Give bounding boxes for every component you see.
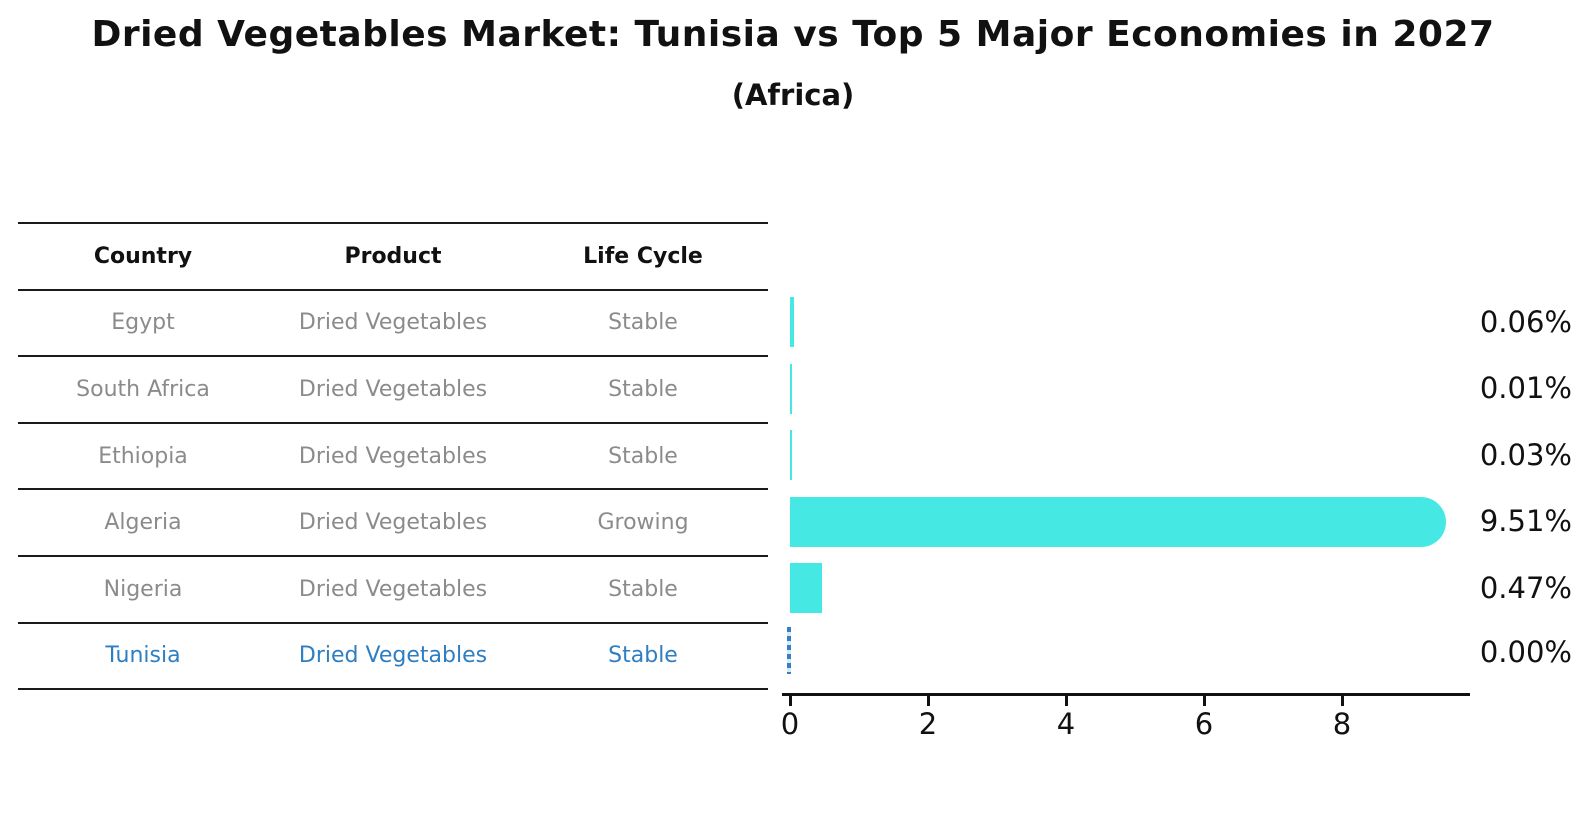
table-row: Ethiopia Dried Vegetables Stable	[18, 424, 768, 491]
table-header-row: Country Product Life Cycle	[18, 224, 768, 291]
x-axis-tick	[1202, 695, 1206, 706]
bar-egypt	[790, 296, 795, 347]
col-header-country: Country	[93, 243, 193, 269]
chart-title: Dried Vegetables Market: Tunisia vs Top …	[91, 14, 1495, 55]
chart-subtitle: (Africa)	[731, 78, 855, 112]
cell-product: Dried Vegetables	[298, 576, 488, 602]
cell-life-cycle: Stable	[608, 310, 678, 336]
cell-product: Dried Vegetables	[298, 443, 488, 469]
bar-tunisia-zero-dashed-marker	[787, 627, 791, 674]
col-header-product: Product	[344, 243, 442, 269]
x-tick-label: 6	[1194, 707, 1214, 741]
bar-ethiopia	[790, 430, 793, 481]
table-row-tunisia: Tunisia Dried Vegetables Stable	[18, 624, 768, 691]
bar-algeria	[790, 496, 1447, 547]
cell-country: Ethiopia	[98, 443, 188, 469]
cell-product: Dried Vegetables	[298, 376, 488, 402]
x-axis-tick	[1340, 695, 1344, 706]
cell-country: Egypt	[111, 310, 175, 336]
bar-south-africa	[790, 363, 792, 414]
table-row: South Africa Dried Vegetables Stable	[18, 357, 768, 424]
cell-country: Tunisia	[105, 643, 181, 669]
table-row: Egypt Dried Vegetables Stable	[18, 291, 768, 358]
table-row: Algeria Dried Vegetables Growing	[18, 490, 768, 557]
cell-life-cycle: Growing	[597, 510, 689, 536]
cell-life-cycle: Stable	[608, 376, 678, 402]
cell-country: Nigeria	[103, 576, 183, 602]
value-label-tunisia: 0.00%	[1479, 635, 1572, 669]
x-axis-tick	[926, 695, 930, 706]
cell-product: Dried Vegetables	[298, 510, 488, 536]
x-axis-tick	[1064, 695, 1068, 706]
country-table: Country Product Life Cycle Egypt Dried V…	[18, 222, 768, 691]
x-tick-label: 0	[780, 707, 800, 741]
bar-nigeria	[790, 563, 823, 614]
cell-country: Algeria	[104, 510, 182, 536]
cell-product: Dried Vegetables	[298, 310, 488, 336]
x-tick-label: 8	[1332, 707, 1352, 741]
col-header-life-cycle: Life Cycle	[583, 243, 703, 269]
cell-country: South Africa	[76, 376, 210, 402]
value-label-egypt: 0.06%	[1479, 305, 1572, 339]
value-label-ethiopia: 0.03%	[1479, 438, 1572, 472]
x-axis-tick	[788, 695, 792, 706]
x-tick-label: 2	[918, 707, 938, 741]
value-label-nigeria: 0.47%	[1479, 571, 1572, 605]
cell-life-cycle: Stable	[608, 643, 678, 669]
value-label-algeria: 9.51%	[1479, 504, 1572, 538]
x-axis-line	[782, 693, 1470, 696]
table-row: Nigeria Dried Vegetables Stable	[18, 557, 768, 624]
x-tick-label: 4	[1056, 707, 1076, 741]
cell-life-cycle: Stable	[608, 443, 678, 469]
cell-life-cycle: Stable	[608, 576, 678, 602]
cell-product: Dried Vegetables	[298, 643, 488, 669]
value-label-south-africa: 0.01%	[1479, 371, 1572, 405]
